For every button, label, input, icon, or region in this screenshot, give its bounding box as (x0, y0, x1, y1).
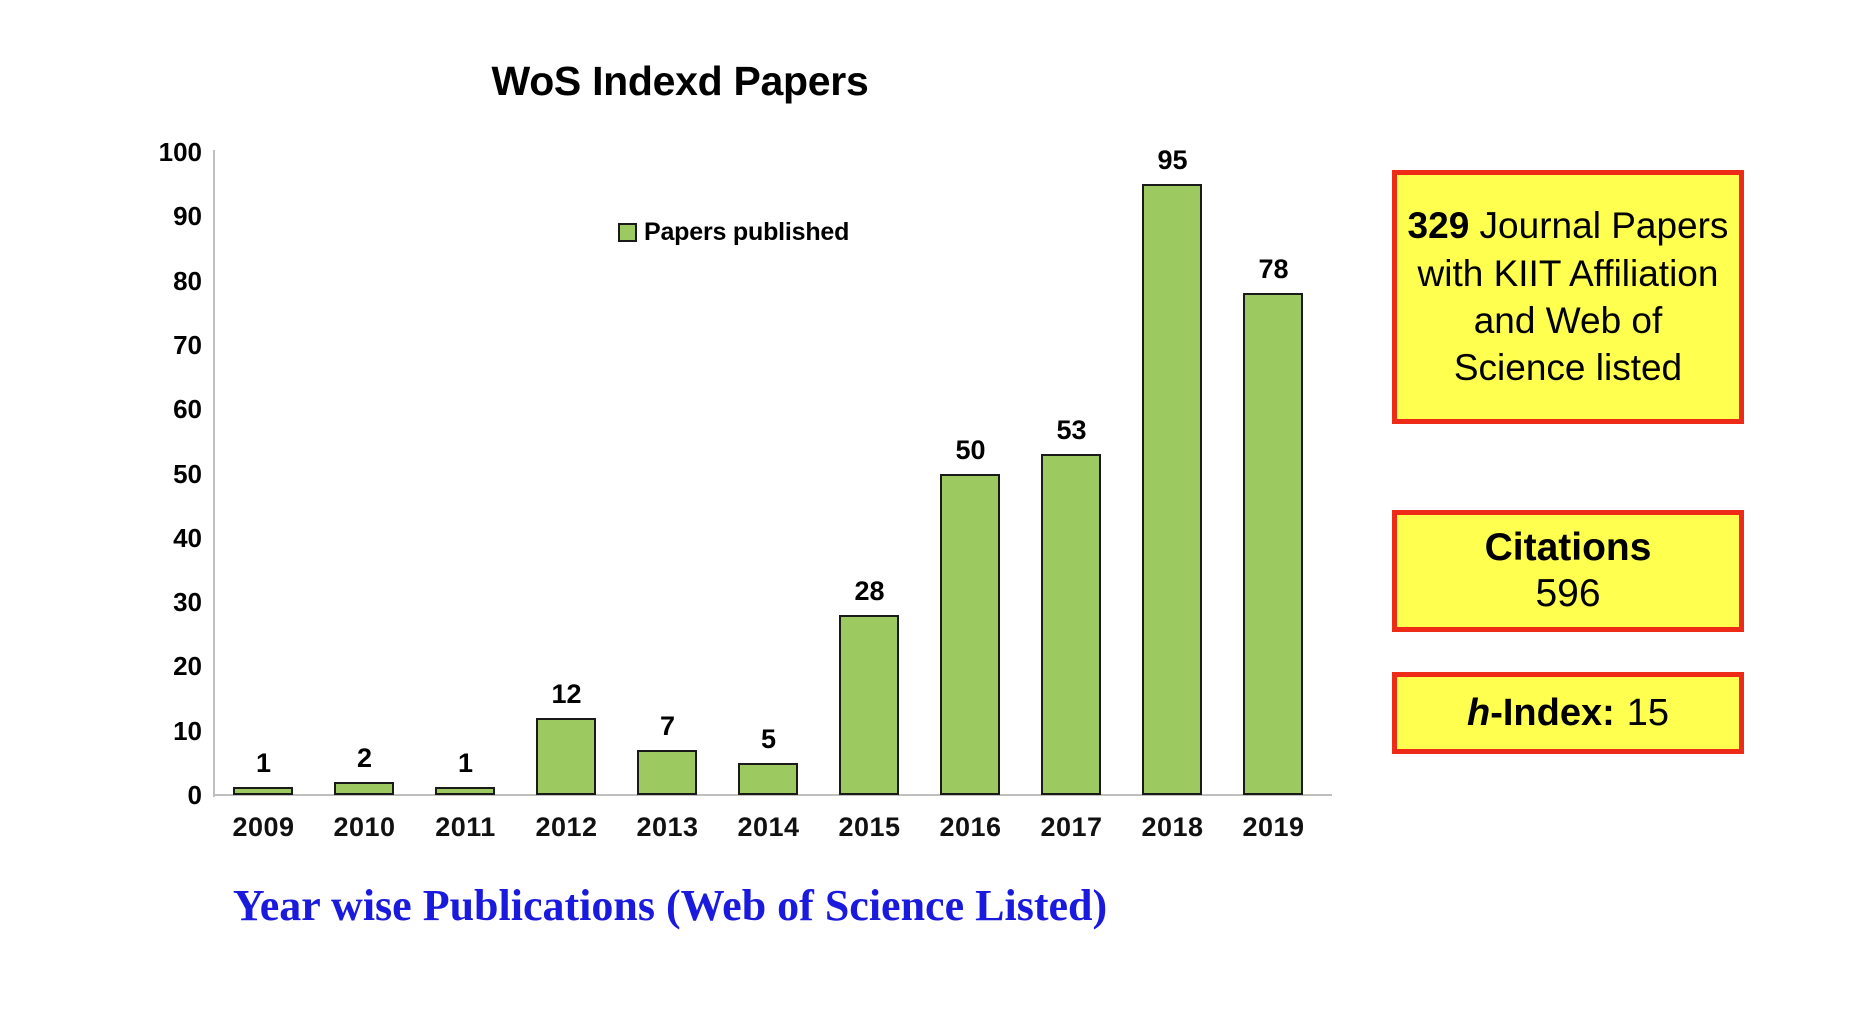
y-tick-label: 50 (173, 458, 202, 489)
x-tick-label: 2015 (838, 812, 901, 842)
stat-citations-label: Citations (1484, 525, 1652, 569)
y-tick-label: 30 (173, 587, 202, 618)
chart-legend: Papers published (618, 218, 849, 247)
bar-slot (1223, 152, 1324, 795)
x-tick-label: 2013 (636, 812, 699, 842)
bar-value-label: 78 (1258, 254, 1289, 285)
y-tick-label: 90 (173, 201, 202, 232)
chart-caption: Year wise Publications (Web of Science L… (232, 881, 1108, 930)
bar[interactable] (940, 473, 1000, 795)
x-axis-line (213, 794, 1332, 796)
bar-slot (213, 152, 314, 795)
y-tick-label: 10 (173, 715, 202, 746)
bar-value-label: 53 (1056, 415, 1087, 446)
x-tick-label: 2019 (1242, 812, 1305, 842)
x-tick-label: 2012 (535, 812, 598, 842)
bar-value-label: 95 (1157, 145, 1188, 176)
bar-slot (314, 152, 415, 795)
bar[interactable] (233, 787, 293, 795)
bar-slot (516, 152, 617, 795)
stat-citations-value: 596 (1535, 572, 1601, 615)
x-tick-label: 2009 (232, 812, 295, 842)
x-tick-label: 2018 (1141, 812, 1204, 842)
stat-hindex-label: -Index: (1490, 691, 1615, 734)
plot-area (213, 152, 1330, 795)
chart-title: WoS Indexd Papers (491, 58, 869, 104)
bar[interactable] (334, 782, 394, 795)
stat-box-hindex: h -Index: 15 (1392, 672, 1744, 754)
x-tick-label: 2010 (333, 812, 396, 842)
bar-value-label: 12 (551, 678, 582, 709)
stat-box-citations: Citations 596 (1392, 510, 1744, 632)
bar-slot (415, 152, 516, 795)
bar-value-label: 1 (457, 748, 474, 778)
bar[interactable] (637, 750, 697, 795)
stat-papers-text: 329 Journal Papers with KIIT Affiliation… (1407, 202, 1729, 391)
legend-label: Papers published (644, 218, 850, 246)
x-tick-label: 2014 (737, 812, 800, 842)
legend-swatch-icon (618, 223, 637, 242)
bar-slot (920, 152, 1021, 795)
y-tick-label: 70 (173, 329, 202, 360)
y-tick-label: 40 (173, 522, 202, 553)
y-tick-label: 80 (173, 265, 202, 296)
bar-value-label: 2 (356, 743, 373, 774)
bar[interactable] (1142, 184, 1202, 795)
bar[interactable] (1041, 454, 1101, 795)
x-tick-label: 2016 (939, 812, 1002, 842)
stat-papers-description: Journal Papers with KIIT Affiliation and… (1417, 205, 1729, 389)
bar-value-label: 50 (955, 434, 986, 465)
y-tick-label: 20 (173, 651, 202, 682)
x-tick-label: 2011 (435, 812, 496, 842)
stat-papers-count: 329 (1407, 205, 1470, 247)
bar-value-label: 7 (659, 710, 676, 741)
bar[interactable] (839, 614, 899, 795)
bar[interactable] (738, 762, 798, 795)
y-tick-label: 100 (158, 137, 202, 167)
y-tick-label: 60 (173, 394, 202, 425)
bar-slot (819, 152, 920, 795)
stat-box-papers: 329 Journal Papers with KIIT Affiliation… (1392, 170, 1744, 424)
y-tick-label: 0 (187, 780, 202, 810)
stat-hindex-symbol: h (1466, 691, 1491, 734)
bar[interactable] (536, 717, 596, 795)
bar-value-label: 5 (760, 723, 777, 754)
bar[interactable] (1243, 293, 1303, 795)
chart-panel: WoS Indexd Papers 100 90 80 70 60 50 40 30 20 10 0… (158, 58, 1332, 930)
bar-slot (617, 152, 718, 795)
bar[interactable] (435, 787, 495, 795)
stat-hindex-value: 15 (1626, 691, 1670, 734)
x-tick-label: 2017 (1040, 812, 1103, 842)
bar-value-label: 28 (854, 575, 885, 606)
y-axis-line (213, 150, 215, 797)
bar-slot (718, 152, 819, 795)
bar-value-label: 1 (255, 748, 272, 778)
bar-slot (1021, 152, 1122, 795)
bar-slot (1122, 152, 1223, 795)
